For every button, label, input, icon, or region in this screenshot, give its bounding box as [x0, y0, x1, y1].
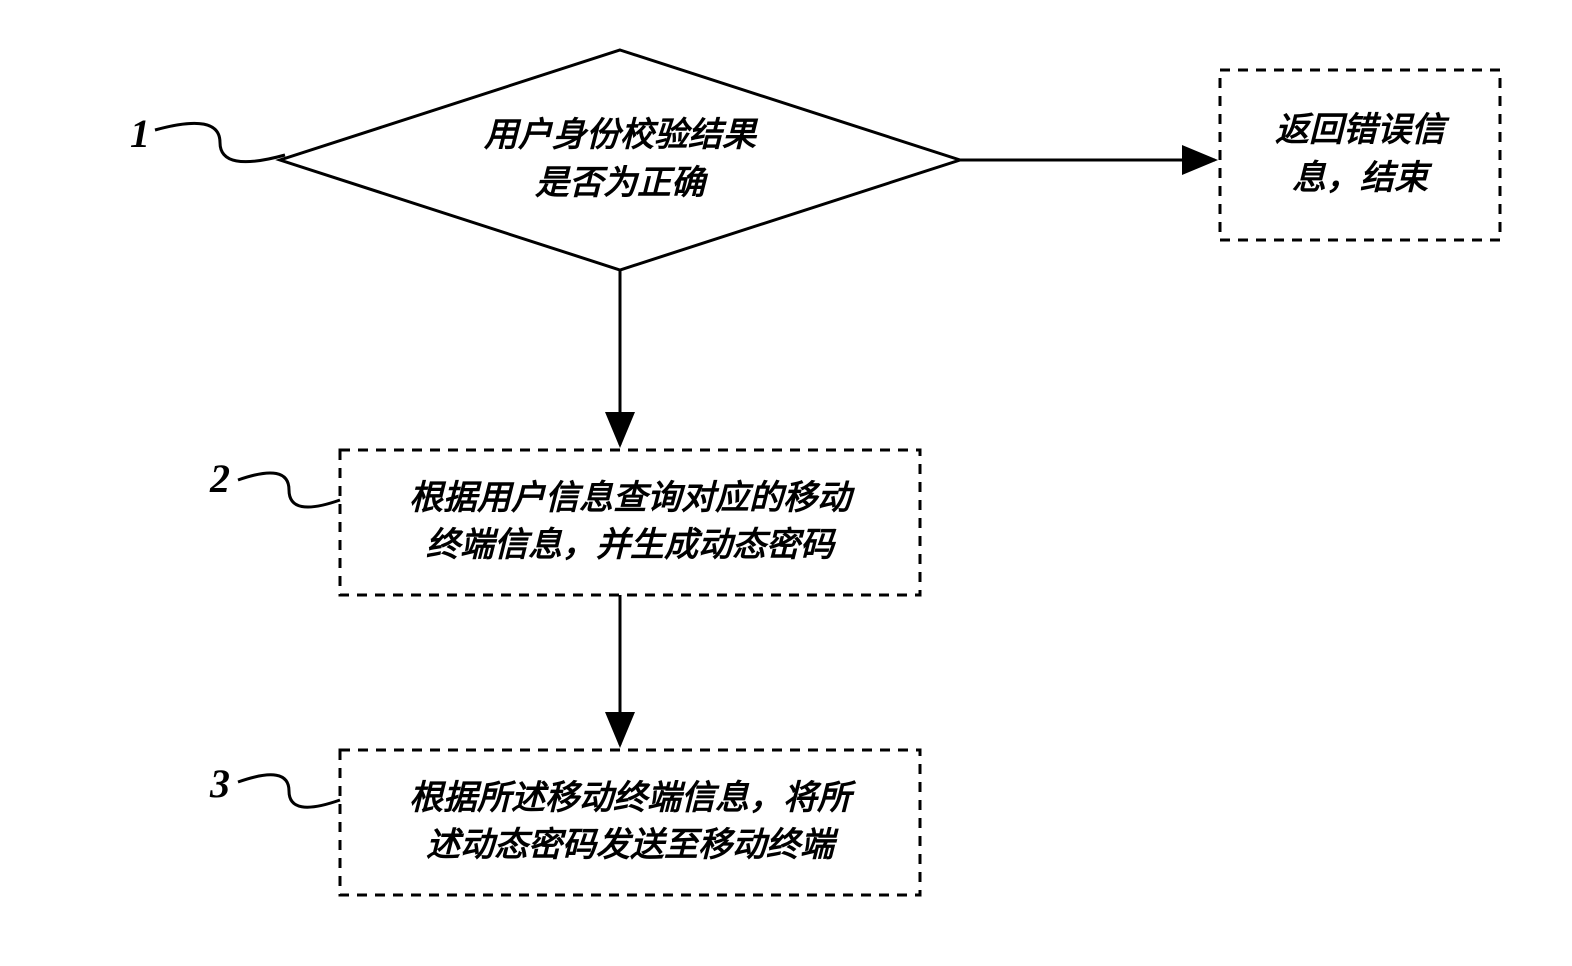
line2: 述动态密码发送至移动终端 [426, 827, 834, 864]
step-number: 1 [130, 110, 150, 157]
step-connector [238, 775, 340, 807]
process-text: 根据用户信息查询对应的移动终端信息，并生成动态密码 [350, 475, 910, 570]
step-number: 2 [210, 455, 230, 502]
line1: 根据所述移动终端信息，将所 [409, 780, 851, 817]
line1: 用户身份校验结果 [484, 117, 756, 154]
line2: 息，结束 [1292, 160, 1428, 197]
step-connector [238, 473, 340, 507]
step-connector [155, 123, 285, 161]
line2: 是否为正确 [535, 165, 705, 202]
line1: 根据用户信息查询对应的移动 [409, 480, 851, 517]
process-text: 返回错误信息，结束 [1230, 107, 1490, 202]
decision-text: 用户身份校验结果是否为正确 [420, 112, 820, 207]
line2: 终端信息，并生成动态密码 [426, 527, 834, 564]
line1: 返回错误信 [1275, 112, 1445, 149]
step-number: 3 [210, 760, 230, 807]
flowchart-canvas: 用户身份校验结果是否为正确 1 返回错误信息，结束根据用户信息查询对应的移动终端信息… [0, 0, 1572, 966]
process-text: 根据所述移动终端信息，将所述动态密码发送至移动终端 [350, 775, 910, 870]
